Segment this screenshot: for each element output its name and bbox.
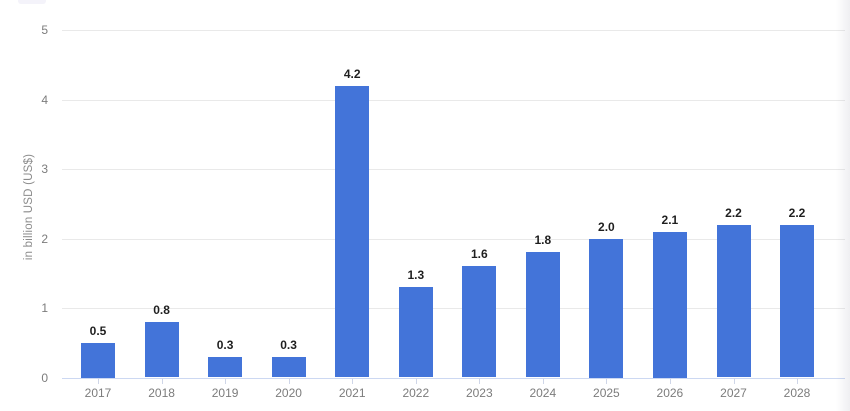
bar-2017[interactable] [81, 342, 115, 378]
bar-2023[interactable] [462, 266, 497, 378]
bar-2019[interactable] [208, 356, 243, 378]
x-tick-mark [288, 378, 290, 384]
right-edge-shadow [836, 0, 850, 411]
x-tick-label-2027: 2027 [720, 386, 747, 400]
bar-value-label: 1.6 [470, 247, 488, 262]
x-tick-mark [733, 378, 735, 384]
y-tick-label: 4 [41, 92, 48, 107]
bar-2022[interactable] [398, 287, 433, 378]
x-tick-label-2028: 2028 [783, 386, 811, 400]
x-tick-mark [98, 378, 99, 384]
y-tick-label: 1 [41, 301, 48, 315]
bar-2020[interactable] [271, 356, 306, 378]
bar-2025[interactable] [589, 238, 624, 378]
x-tick-label-2021: 2021 [338, 386, 366, 400]
x-tick-label-2026: 2026 [656, 386, 684, 400]
gridline [62, 99, 845, 101]
x-axis-line [62, 377, 845, 379]
bar-value-label: 4.2 [343, 66, 361, 81]
bar-2027[interactable] [716, 224, 751, 378]
x-tick-mark [415, 378, 417, 384]
bar-value-label: 0.3 [216, 337, 234, 352]
bar-2018[interactable] [144, 321, 179, 378]
x-tick-mark [161, 378, 163, 384]
y-tick-label: 0 [41, 370, 48, 385]
bar-value-label: 2.0 [598, 219, 615, 234]
bar-2026[interactable] [652, 231, 687, 378]
x-tick-mark [669, 378, 671, 384]
bar-value-label: 2.1 [661, 212, 679, 227]
x-tick-label-2020: 2020 [275, 386, 302, 400]
x-tick-label-2023: 2023 [465, 386, 493, 400]
bar-value-label: 2.2 [725, 205, 742, 220]
cropped-ui-fragment [18, 0, 46, 4]
bar-value-label: 2.2 [788, 205, 806, 220]
x-tick-mark [479, 378, 481, 384]
x-tick-label-2017: 2017 [84, 386, 112, 400]
y-tick-label: 3 [41, 162, 48, 176]
gridline [62, 169, 845, 170]
bar-2028[interactable] [780, 224, 814, 378]
x-tick-label-2024: 2024 [529, 386, 557, 400]
x-tick-label-2019: 2019 [211, 386, 239, 400]
bar-2021[interactable] [335, 85, 370, 378]
x-tick-mark [606, 378, 608, 384]
y-axis-title: in billion USD (US$) [23, 153, 35, 261]
bar-value-label: 0.5 [89, 323, 107, 338]
bar-2024[interactable] [525, 252, 560, 378]
bar-value-label: 0.3 [280, 337, 297, 352]
x-tick-mark [797, 378, 798, 384]
bar-value-label: 1.3 [407, 268, 425, 283]
bar-value-label: 0.8 [153, 302, 170, 317]
x-tick-mark [225, 378, 227, 384]
bar-value-label: 1.8 [534, 233, 552, 248]
y-tick-label: 5 [41, 23, 48, 37]
x-tick-label-2022: 2022 [402, 386, 430, 400]
y-tick-label: 2 [41, 231, 48, 246]
x-tick-label-2018: 2018 [148, 386, 175, 400]
x-tick-label-2025: 2025 [593, 386, 620, 400]
x-tick-mark [352, 378, 354, 384]
gridline [62, 308, 845, 309]
gridline [62, 238, 845, 240]
x-tick-mark [542, 378, 544, 384]
gridline [62, 30, 845, 31]
